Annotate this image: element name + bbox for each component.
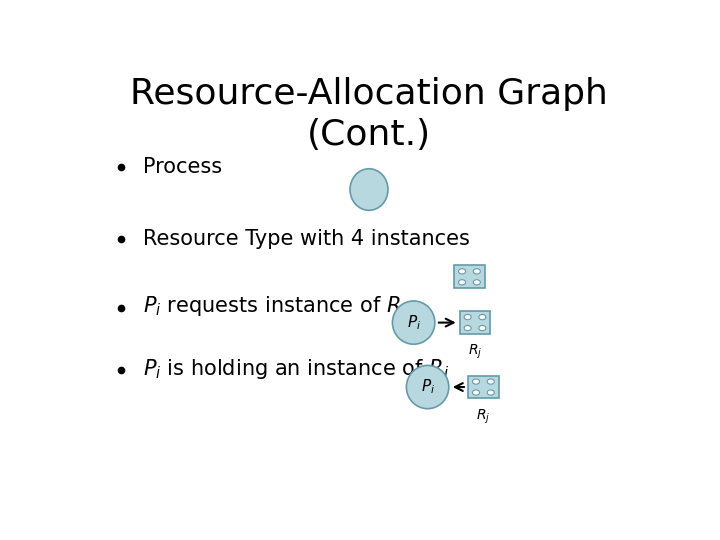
FancyBboxPatch shape: [468, 376, 499, 399]
Text: $R_j$: $R_j$: [476, 408, 490, 426]
Circle shape: [487, 390, 495, 395]
Text: Resource-Allocation Graph
(Cont.): Resource-Allocation Graph (Cont.): [130, 77, 608, 152]
Ellipse shape: [392, 301, 435, 344]
Circle shape: [473, 269, 480, 274]
Circle shape: [459, 269, 466, 274]
Text: $P_i$: $P_i$: [407, 313, 420, 332]
Circle shape: [459, 280, 466, 285]
Ellipse shape: [350, 168, 388, 211]
Text: Process: Process: [143, 157, 222, 177]
Circle shape: [487, 379, 495, 384]
Text: $P_i$: $P_i$: [420, 377, 435, 396]
FancyBboxPatch shape: [454, 266, 485, 288]
Circle shape: [472, 390, 480, 395]
Circle shape: [479, 314, 486, 320]
Text: $P_i$ is holding an instance of $R_j$: $P_i$ is holding an instance of $R_j$: [143, 357, 449, 384]
Text: Resource Type with 4 instances: Resource Type with 4 instances: [143, 230, 470, 249]
Circle shape: [479, 326, 486, 330]
Circle shape: [464, 314, 471, 320]
Ellipse shape: [406, 366, 449, 409]
FancyBboxPatch shape: [459, 311, 490, 334]
Circle shape: [473, 280, 480, 285]
Circle shape: [472, 379, 480, 384]
Text: $R_j$: $R_j$: [468, 343, 482, 361]
Circle shape: [464, 326, 471, 330]
Text: $P_i$ requests instance of $R_j$: $P_i$ requests instance of $R_j$: [143, 295, 407, 321]
